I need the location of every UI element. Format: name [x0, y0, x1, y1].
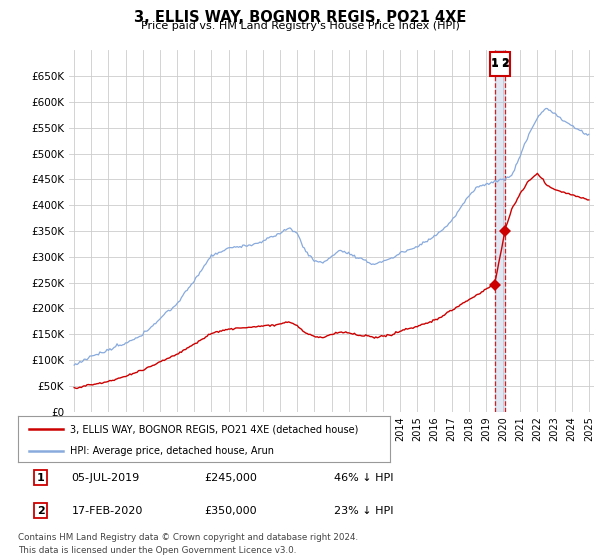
Text: 3, ELLIS WAY, BOGNOR REGIS, PO21 4XE: 3, ELLIS WAY, BOGNOR REGIS, PO21 4XE — [134, 10, 466, 25]
Text: 1: 1 — [491, 58, 499, 68]
Text: 05-JUL-2019: 05-JUL-2019 — [71, 473, 140, 483]
Text: 23% ↓ HPI: 23% ↓ HPI — [334, 506, 394, 516]
Text: 17-FEB-2020: 17-FEB-2020 — [71, 506, 143, 516]
Text: 2: 2 — [37, 506, 44, 516]
Text: Price paid vs. HM Land Registry's House Price Index (HPI): Price paid vs. HM Land Registry's House … — [140, 21, 460, 31]
Text: Contains HM Land Registry data © Crown copyright and database right 2024.
This d: Contains HM Land Registry data © Crown c… — [18, 533, 358, 554]
Text: HPI: Average price, detached house, Arun: HPI: Average price, detached house, Arun — [70, 446, 274, 456]
Text: 2: 2 — [501, 59, 509, 69]
Text: 46% ↓ HPI: 46% ↓ HPI — [334, 473, 394, 483]
Bar — [494, 50, 505, 412]
Text: 3, ELLIS WAY, BOGNOR REGIS, PO21 4XE (detached house): 3, ELLIS WAY, BOGNOR REGIS, PO21 4XE (de… — [70, 424, 358, 435]
FancyBboxPatch shape — [490, 52, 510, 76]
Text: 1: 1 — [491, 59, 499, 69]
Text: 1: 1 — [37, 473, 44, 483]
Text: £350,000: £350,000 — [204, 506, 257, 516]
Text: £245,000: £245,000 — [204, 473, 257, 483]
Text: 2: 2 — [501, 58, 509, 68]
